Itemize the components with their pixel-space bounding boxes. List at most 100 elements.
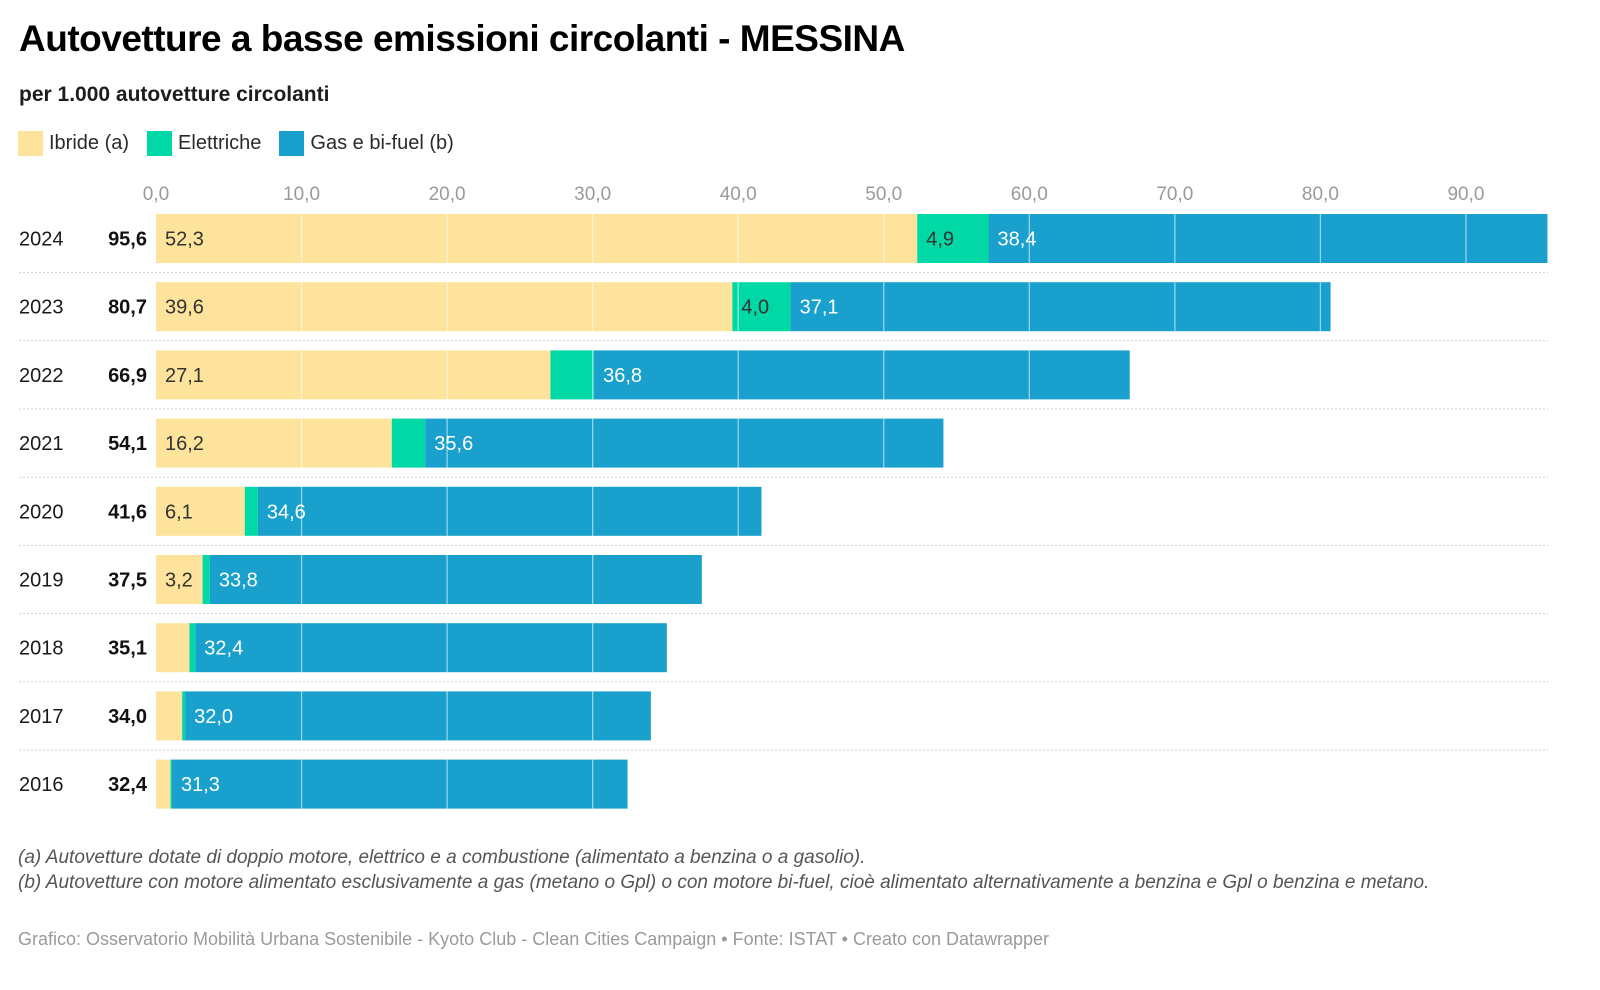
total-label: 54,1	[108, 433, 147, 455]
bar-segment-ibride-a	[156, 623, 190, 673]
segment-value-label: 16,2	[165, 433, 204, 455]
segment-value-label: 27,1	[165, 365, 204, 387]
bar-segment-ibride-a	[156, 759, 171, 809]
legend-item-ibride: Ibride (a)	[18, 131, 129, 156]
segment-value-label: 33,8	[219, 570, 258, 592]
bar-row-2017: 2017 34,0 32,0	[19, 691, 651, 741]
bar-segment-elettriche	[550, 350, 595, 400]
segment-value-label: 38,4	[998, 229, 1037, 251]
year-label: 2024	[19, 229, 64, 251]
bar-segment-ibride-a	[156, 555, 203, 604]
total-label: 80,7	[108, 297, 147, 319]
segment-value-label: 37,1	[800, 297, 839, 319]
bar-segment-elettriche	[170, 759, 173, 809]
chart-subtitle: per 1.000 autovetture circolanti	[19, 83, 330, 106]
x-axis-ticks: 0,0 10,0 20,0 30,0 40,0 50,0 60,0 70,0 80,0 90,0	[143, 184, 1485, 205]
bar-segment-elettriche	[244, 486, 258, 536]
segment-value-label: 36,8	[603, 365, 642, 387]
total-label: 95,6	[108, 229, 147, 251]
bar-segment-gas-e-bi-fuel-b	[988, 214, 1548, 263]
year-label: 2017	[19, 706, 64, 728]
legend: Ibride (a) Elettriche Gas e bi-fuel (b)	[18, 131, 472, 156]
segment-value-label: 4,0	[741, 297, 769, 319]
bar-segment-elettriche	[732, 282, 791, 332]
segment-value-label: 39,6	[165, 297, 204, 319]
x-tick-label: 30,0	[574, 184, 611, 205]
bar-row-2020: 2020 41,6 6,1 34,6	[19, 486, 762, 536]
legend-label-elettriche: Elettriche	[178, 132, 262, 154]
x-tick-label: 40,0	[720, 184, 757, 205]
segment-value-label: 31,3	[181, 774, 220, 796]
year-label: 2016	[19, 774, 64, 796]
bar-row-2023: 2023 80,7 39,6 4,0 37,1	[19, 282, 1331, 332]
footnotes: (a) Autovetture dotate di doppio motore,…	[18, 845, 1548, 895]
bar-segment-ibride-a	[156, 214, 918, 263]
total-label: 66,9	[108, 365, 147, 387]
year-label: 2018	[19, 638, 64, 660]
segment-value-label: 35,6	[434, 433, 473, 455]
legend-label-ibride: Ibride (a)	[49, 132, 130, 154]
x-tick-label: 0,0	[143, 184, 169, 205]
row-separators	[19, 272, 1548, 751]
footnote-b: (b) Autovetture con motore alimentato es…	[18, 872, 1430, 893]
bar-row-2019: 2019 37,5 3,2 33,8	[19, 555, 702, 604]
segment-value-label: 3,2	[165, 570, 193, 592]
bar-row-2016: 2016 32,4 31,3	[19, 759, 628, 809]
total-label: 34,0	[108, 706, 147, 728]
legend-item-elettriche: Elettriche	[147, 131, 261, 156]
bar-segment-elettriche	[391, 418, 426, 468]
bar-row-2018: 2018 35,1 32,4	[19, 623, 667, 673]
bar-segment-gas-e-bi-fuel-b	[425, 418, 944, 468]
stacked-bar-chart: 0,0 10,0 20,0 30,0 40,0 50,0 60,0 70,0 80,0 90,0 …	[19, 184, 1548, 809]
x-tick-label: 80,0	[1302, 184, 1339, 205]
footnote-a: (a) Autovetture dotate di doppio motore,…	[18, 847, 866, 868]
segment-value-label: 52,3	[165, 229, 204, 251]
bar-segment-ibride-a	[156, 418, 392, 468]
bar-segment-gas-e-bi-fuel-b	[185, 691, 651, 741]
year-label: 2022	[19, 365, 64, 387]
x-tick-label: 50,0	[865, 184, 902, 205]
bar-segment-ibride-a	[156, 486, 245, 536]
x-tick-label: 90,0	[1447, 184, 1484, 205]
bar-segment-elettriche	[189, 623, 196, 673]
bar-segment-gas-e-bi-fuel-b	[195, 623, 667, 673]
bar-segment-elettriche	[917, 214, 989, 263]
bar-segment-gas-e-bi-fuel-b	[790, 282, 1331, 332]
legend-swatch-ibride	[18, 131, 43, 156]
year-label: 2021	[19, 433, 64, 455]
source-credit: Grafico: Osservatorio Mobilità Urbana So…	[18, 929, 1050, 949]
total-label: 32,4	[108, 774, 148, 796]
x-tick-label: 10,0	[283, 184, 320, 205]
chart-title: Autovetture a basse emissioni circolanti…	[19, 18, 905, 59]
year-label: 2023	[19, 297, 64, 319]
bar-segment-ibride-a	[156, 691, 183, 741]
bar-segment-ibride-a	[156, 282, 733, 332]
gridline-overlay	[300, 214, 1467, 809]
total-label: 37,5	[108, 570, 147, 592]
year-label: 2019	[19, 570, 64, 592]
bar-segment-gas-e-bi-fuel-b	[209, 555, 702, 604]
bar-segment-gas-e-bi-fuel-b	[594, 350, 1130, 400]
bar-row-2022: 2022 66,9 27,1 36,8	[19, 350, 1130, 400]
year-label: 2020	[19, 501, 64, 523]
bar-segment-elettriche	[202, 555, 210, 604]
bar-segment-gas-e-bi-fuel-b	[172, 759, 628, 809]
segment-value-label: 4,9	[926, 229, 954, 251]
bar-segment-elettriche	[182, 691, 186, 741]
legend-swatch-elettriche	[147, 131, 173, 156]
bar-row-2021: 2021 54,1 16,2 35,6	[19, 418, 944, 468]
segment-value-label: 34,6	[267, 501, 306, 523]
x-tick-label: 20,0	[429, 184, 466, 205]
bar-segment-gas-e-bi-fuel-b	[257, 486, 762, 536]
legend-item-gas: Gas e bi-fuel (b)	[279, 131, 454, 156]
x-tick-label: 60,0	[1011, 184, 1048, 205]
total-label: 41,6	[108, 501, 147, 523]
bar-segment-ibride-a	[156, 350, 551, 400]
bar-row-2024: 2024 95,6 52,3 4,9 38,4	[19, 214, 1548, 263]
x-tick-label: 70,0	[1156, 184, 1193, 205]
segment-value-label: 6,1	[165, 501, 193, 523]
legend-label-gas: Gas e bi-fuel (b)	[310, 132, 454, 154]
segment-value-label: 32,0	[194, 706, 233, 728]
total-label: 35,1	[108, 638, 147, 660]
